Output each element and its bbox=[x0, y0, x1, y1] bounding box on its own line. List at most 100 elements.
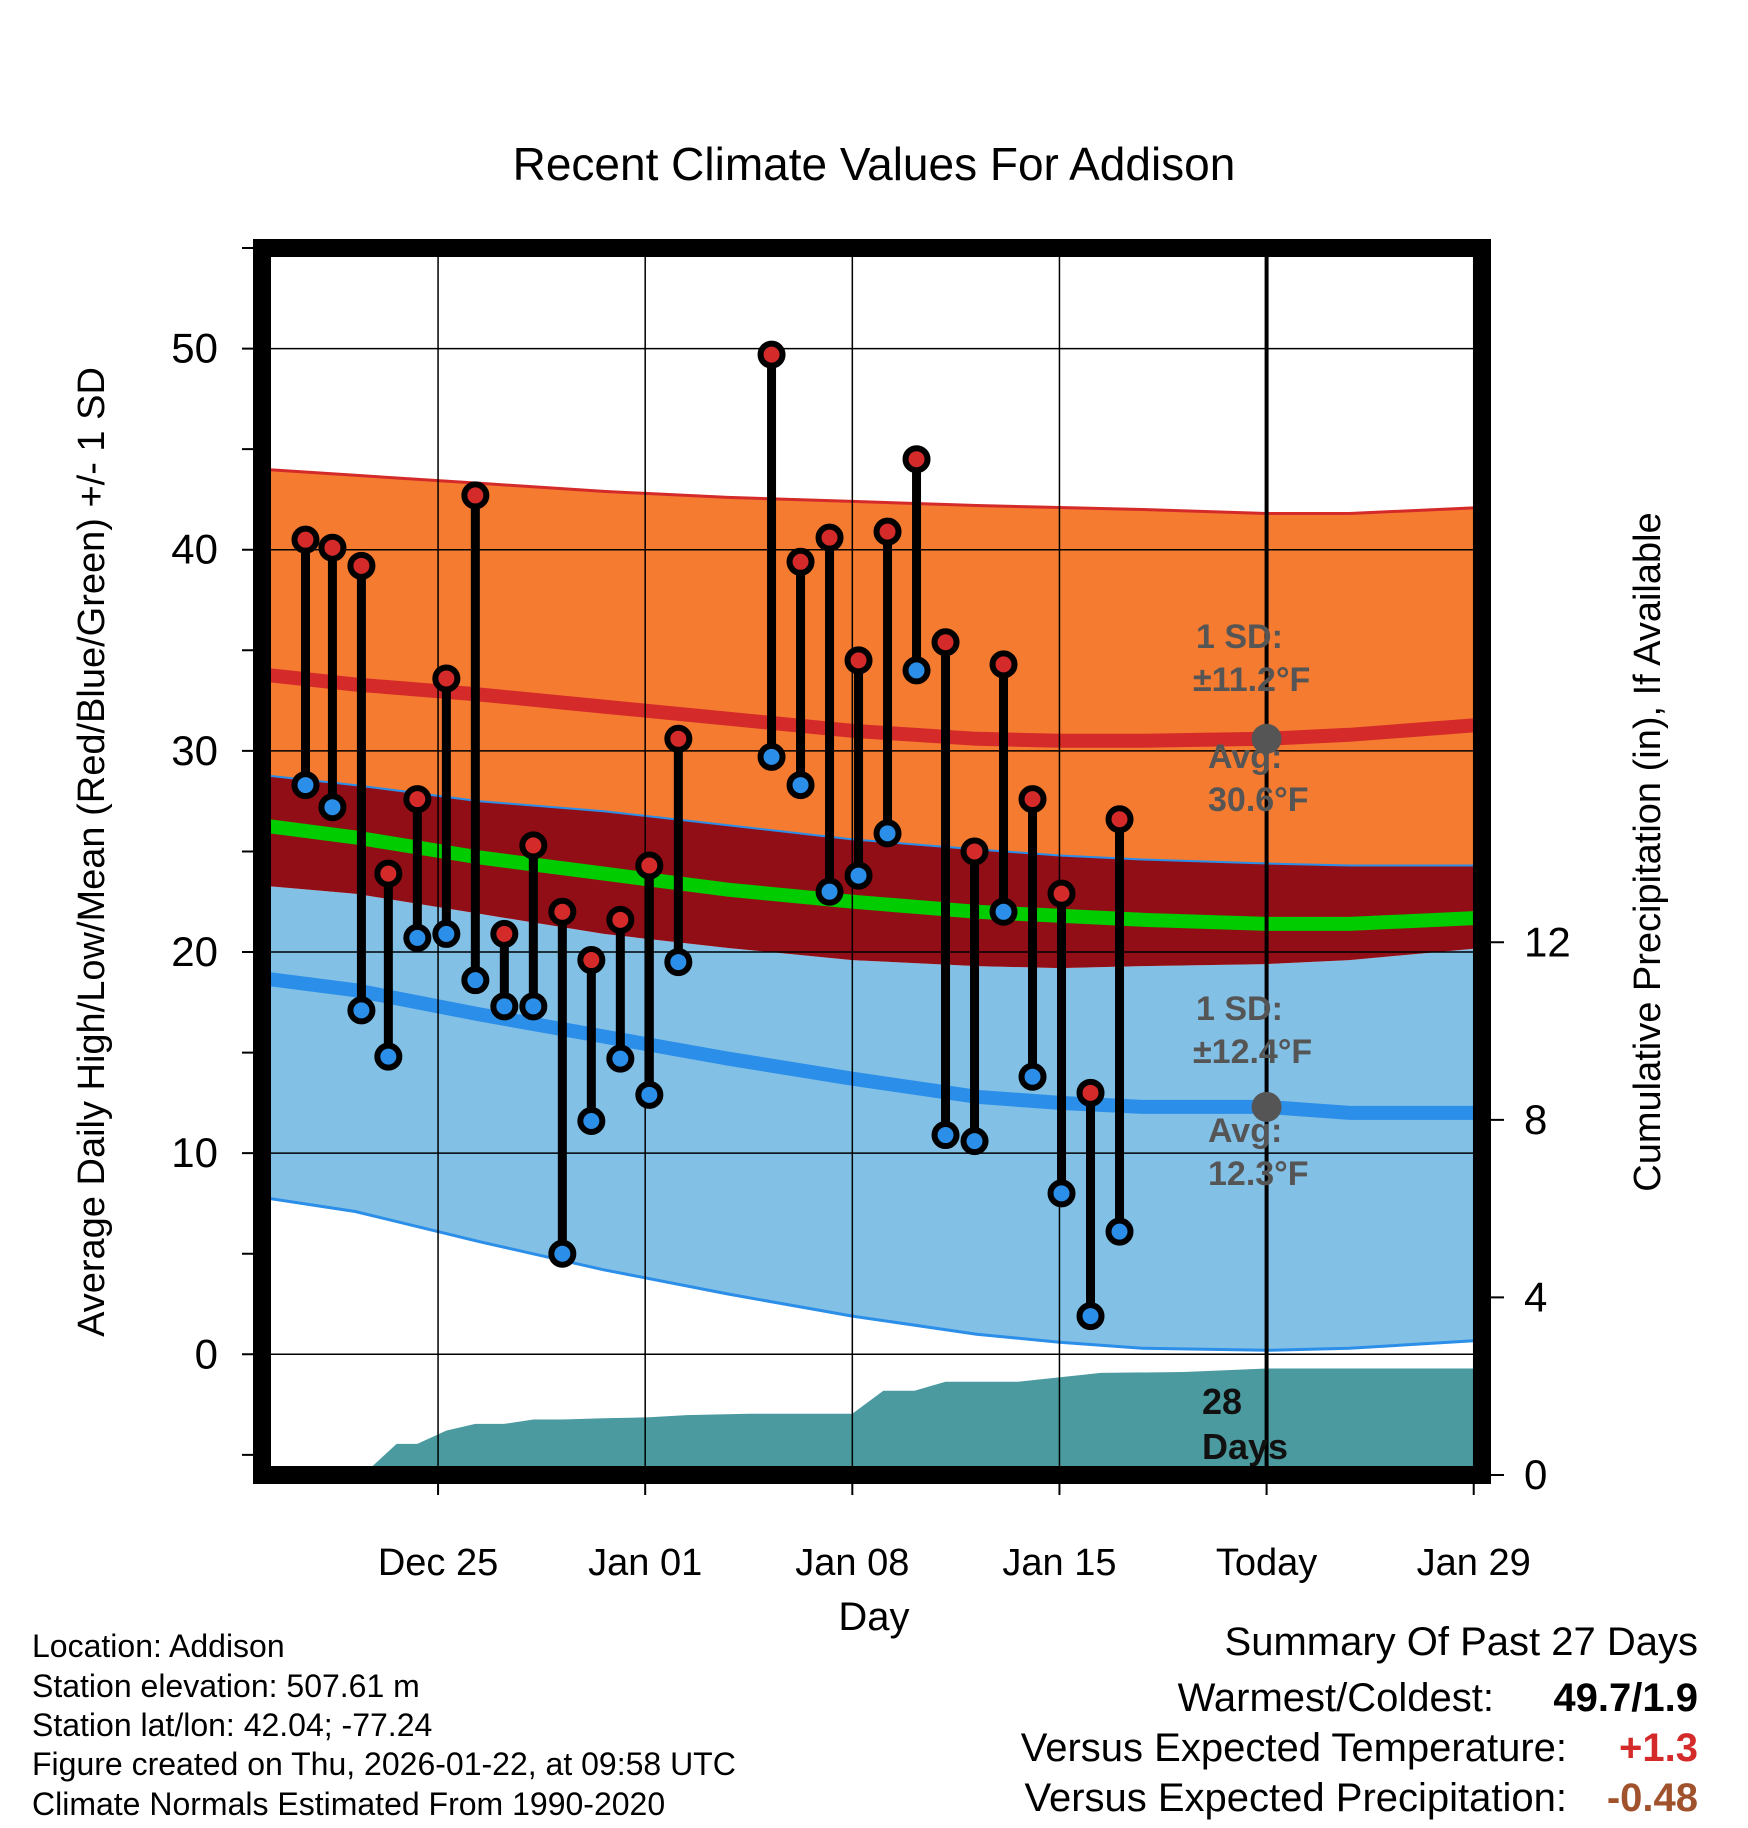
low-temp-point bbox=[1018, 1062, 1047, 1091]
summary-warmest-value: 49.7/1.9 bbox=[1553, 1676, 1698, 1720]
plot-frame bbox=[253, 239, 1491, 1484]
high-temp-point bbox=[844, 646, 873, 675]
low-temp-point bbox=[347, 996, 376, 1025]
summary-temp-label: Versus Expected Temperature: bbox=[1021, 1726, 1567, 1770]
y-right-axis-label: Cumulative Precipitation (in), If Availa… bbox=[1627, 512, 1669, 1191]
high-temp-point bbox=[989, 650, 1018, 679]
y-tick-label: 10 bbox=[171, 1129, 218, 1176]
low-avg-marker bbox=[1251, 1091, 1282, 1122]
y-axis-label: Average Daily High/Low/Mean (Red/Blue/Gr… bbox=[71, 367, 113, 1337]
footer-normals: Climate Normals Estimated From 1990-2020 bbox=[32, 1786, 665, 1822]
low-temp-point bbox=[757, 742, 786, 771]
low-temp-point bbox=[374, 1042, 403, 1071]
high-temp-point bbox=[461, 481, 490, 510]
high-temp-point bbox=[490, 919, 519, 948]
summary-title: Summary Of Past 27 Days bbox=[1225, 1620, 1698, 1664]
summary-warmest-label: Warmest/Coldest: bbox=[1178, 1676, 1494, 1720]
y-tick-label: 0 bbox=[195, 1330, 218, 1377]
low-avg-label: Avg: bbox=[1208, 1112, 1282, 1150]
summary-precip-label: Versus Expected Precipitation: bbox=[1024, 1776, 1567, 1820]
low-temp-point bbox=[432, 919, 461, 948]
y-right-tick-label: 0 bbox=[1524, 1451, 1547, 1498]
y-right-tick-label: 12 bbox=[1524, 918, 1571, 965]
footer-created: Figure created on Thu, 2026-01-22, at 09… bbox=[32, 1746, 736, 1782]
low-temp-point bbox=[519, 992, 548, 1021]
low-temp-point bbox=[318, 793, 347, 822]
high-temp-point bbox=[815, 523, 844, 552]
axis-ticks bbox=[242, 247, 1504, 1495]
y-tick-label: 30 bbox=[171, 727, 218, 774]
low-upper-edge bbox=[262, 774, 1482, 867]
low-temp-point bbox=[461, 966, 490, 995]
high-temp-point bbox=[519, 831, 548, 860]
summary-panel: Summary Of Past 27 Days Warmest/Coldest:… bbox=[1021, 1620, 1698, 1820]
high-temp-point bbox=[374, 859, 403, 888]
high-temp-point bbox=[664, 724, 693, 753]
high-temp-point bbox=[1018, 785, 1047, 814]
low-temp-point bbox=[1047, 1179, 1076, 1208]
low-temp-point bbox=[577, 1106, 606, 1135]
high-avg-label: Avg: bbox=[1208, 738, 1282, 776]
low-temp-point bbox=[664, 948, 693, 977]
high-sd-label: 1 SD: bbox=[1196, 618, 1283, 656]
low-temp-point bbox=[490, 992, 519, 1021]
low-sd-label: 1 SD: bbox=[1196, 990, 1283, 1028]
y-right-tick-labels: 0 4 8 12 bbox=[1524, 918, 1571, 1498]
high-temp-point bbox=[291, 525, 320, 554]
chart-title: Recent Climate Values For Addison bbox=[513, 138, 1236, 190]
footer-location: Location: Addison bbox=[32, 1628, 285, 1664]
y-tick-labels: 0 10 20 30 40 50 bbox=[171, 325, 218, 1378]
y-right-tick-label: 8 bbox=[1524, 1096, 1547, 1143]
high-avg-value: 30.6°F bbox=[1208, 781, 1309, 819]
low-temp-point bbox=[1105, 1217, 1134, 1246]
low-temp-point bbox=[635, 1080, 664, 1109]
high-temp-point bbox=[757, 340, 786, 369]
high-temp-point bbox=[548, 897, 577, 926]
high-sd-band bbox=[262, 469, 1482, 866]
footer-elevation: Station elevation: 507.61 m bbox=[32, 1668, 420, 1704]
low-sd-band bbox=[262, 885, 1482, 1351]
high-temp-point bbox=[432, 664, 461, 693]
annotations: 1 SD: ±11.2°F Avg: 30.6°F 1 SD: ±12.4°F … bbox=[1193, 618, 1312, 1467]
low-temp-point bbox=[786, 771, 815, 800]
daily-values bbox=[291, 340, 1134, 1331]
low-temp-point bbox=[844, 861, 873, 890]
x-tick-label: Today bbox=[1216, 1542, 1317, 1584]
low-temp-point bbox=[815, 877, 844, 906]
high-temp-point bbox=[403, 785, 432, 814]
high-temp-point bbox=[635, 851, 664, 880]
days-label: Days bbox=[1202, 1426, 1288, 1467]
x-tick-label: Jan 08 bbox=[795, 1542, 909, 1584]
x-tick-label: Jan 01 bbox=[588, 1542, 702, 1584]
low-temp-point bbox=[931, 1121, 960, 1150]
high-temp-point bbox=[1047, 879, 1076, 908]
high-temp-point bbox=[1105, 805, 1134, 834]
low-temp-point bbox=[403, 923, 432, 952]
y-right-tick-label: 4 bbox=[1524, 1273, 1547, 1320]
y-tick-label: 20 bbox=[171, 928, 218, 975]
low-lower-edge bbox=[262, 1195, 1482, 1352]
high-temp-point bbox=[902, 445, 931, 474]
y-tick-label: 40 bbox=[171, 526, 218, 573]
low-temp-point bbox=[548, 1239, 577, 1268]
low-temp-point bbox=[873, 819, 902, 848]
precipitation-area bbox=[288, 1368, 1482, 1475]
high-sd-value: ±11.2°F bbox=[1193, 661, 1310, 699]
days-count: 28 bbox=[1202, 1381, 1242, 1422]
high-temp-point bbox=[931, 628, 960, 657]
high-temp-point bbox=[577, 946, 606, 975]
low-temp-point bbox=[291, 771, 320, 800]
high-temp-point bbox=[786, 547, 815, 576]
y-tick-label: 50 bbox=[171, 325, 218, 372]
x-axis-label: Day bbox=[838, 1595, 909, 1639]
summary-temp-value: +1.3 bbox=[1619, 1726, 1698, 1770]
low-sd-value: ±12.4°F bbox=[1193, 1033, 1312, 1071]
x-tick-label: Jan 15 bbox=[1002, 1542, 1116, 1584]
high-temp-point bbox=[873, 517, 902, 546]
footer-latlon: Station lat/lon: 42.04; -77.24 bbox=[32, 1707, 432, 1743]
low-temp-point bbox=[606, 1044, 635, 1073]
high-avg-marker bbox=[1251, 723, 1282, 754]
low-temp-point bbox=[902, 656, 931, 685]
summary-precip-value: -0.48 bbox=[1607, 1776, 1698, 1820]
